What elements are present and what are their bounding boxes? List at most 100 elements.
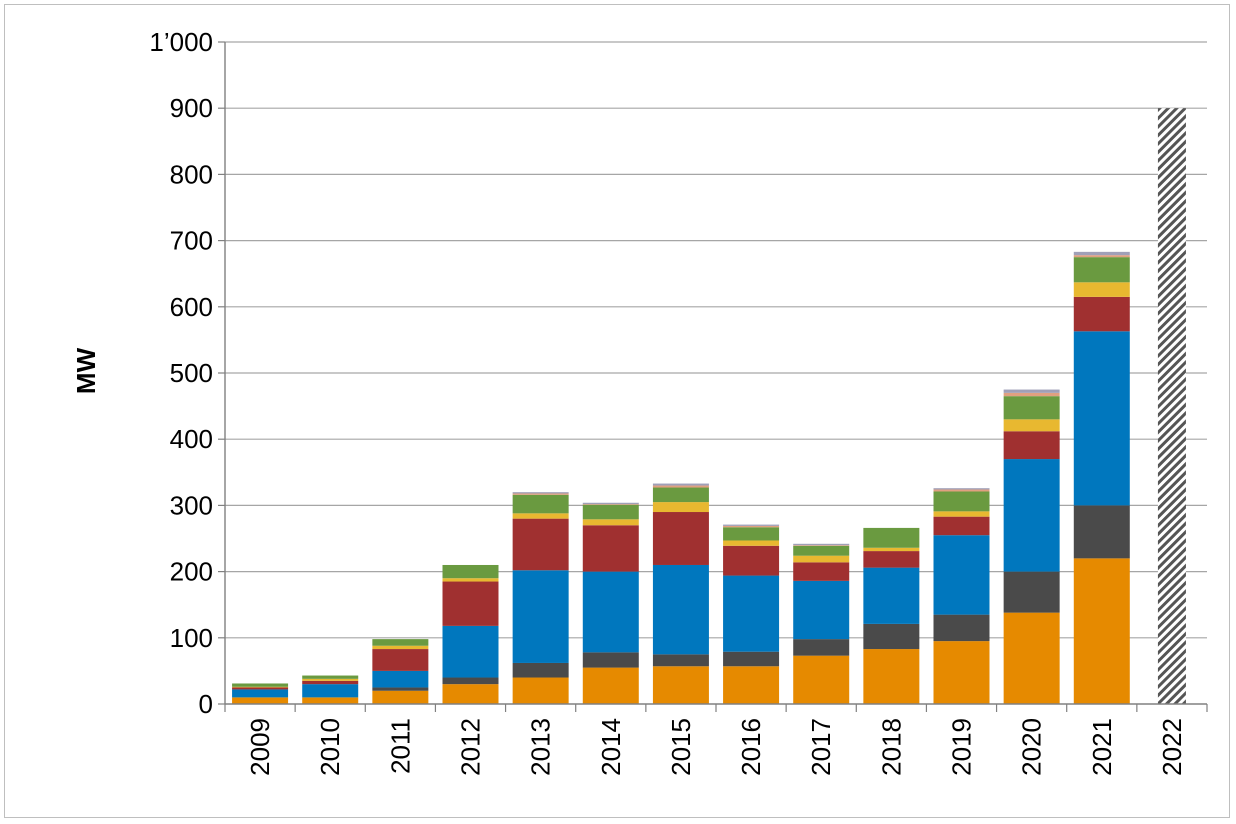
bar-segment xyxy=(933,489,990,492)
bar-segment xyxy=(372,687,429,691)
bar-segment xyxy=(372,639,429,646)
forecast-bar xyxy=(1157,108,1186,704)
x-tick-label: 2022 xyxy=(1157,718,1187,776)
bar-segment xyxy=(512,570,569,663)
bar-segment xyxy=(652,483,709,486)
bar-segment xyxy=(442,581,499,626)
bar-segment xyxy=(652,512,709,565)
bar-segment xyxy=(232,697,289,704)
x-tick-label: 2011 xyxy=(385,718,415,774)
bar-segment xyxy=(652,564,709,655)
bar-segment xyxy=(1003,431,1060,460)
bar-segment xyxy=(372,690,429,704)
x-tick-label: 2020 xyxy=(1017,718,1047,776)
bar-segment xyxy=(232,689,289,698)
bar-segment xyxy=(442,578,499,582)
bar-segment xyxy=(1073,331,1130,506)
bar-segment xyxy=(302,697,359,704)
bar-segment xyxy=(1073,505,1130,559)
bar-segment xyxy=(933,641,990,704)
bar-segment xyxy=(442,625,499,678)
x-tick-label: 2018 xyxy=(876,718,906,776)
bar-segment xyxy=(512,493,569,495)
bar-segment xyxy=(723,575,780,652)
x-tick-label: 2014 xyxy=(596,718,626,776)
bar-segment xyxy=(933,516,990,536)
bar-segment xyxy=(1073,558,1130,704)
bar-segment xyxy=(1073,251,1130,256)
bar-segment xyxy=(232,686,289,688)
bar-segment xyxy=(582,667,639,704)
bar-segment xyxy=(793,580,850,640)
bar-segment xyxy=(863,567,920,624)
y-axis-title: MW xyxy=(71,347,101,394)
bar-segment xyxy=(933,511,990,517)
y-tick-label: 900 xyxy=(170,93,213,123)
bar-segment xyxy=(723,527,780,541)
bar-segment xyxy=(512,492,569,494)
y-tick-label: 1’000 xyxy=(149,27,213,57)
bar-segment xyxy=(1003,459,1060,572)
bar-segment xyxy=(232,683,289,687)
bar-segment xyxy=(933,535,990,615)
bar-segment xyxy=(1003,612,1060,704)
bar-segment xyxy=(933,488,990,490)
bar-segment xyxy=(793,555,850,563)
x-tick-label: 2010 xyxy=(315,718,345,776)
bar-segment xyxy=(652,666,709,704)
y-tick-label: 400 xyxy=(170,424,213,454)
bar-segment xyxy=(302,680,359,685)
bar-segment xyxy=(302,678,359,681)
x-tick-label: 2013 xyxy=(526,718,556,776)
bar-segment xyxy=(442,564,499,579)
bar-segment xyxy=(863,527,920,548)
bar-segment xyxy=(933,614,990,642)
bar-segment xyxy=(1003,389,1060,393)
bar-segment xyxy=(652,485,709,488)
bar-segment xyxy=(933,491,990,512)
y-tick-label: 300 xyxy=(170,490,213,520)
y-tick-label: 0 xyxy=(199,689,213,719)
bar-segment xyxy=(582,519,639,526)
bar-segment xyxy=(582,652,639,668)
bar-segment xyxy=(793,655,850,704)
y-tick-label: 600 xyxy=(170,292,213,322)
chart-frame: 0 100 200 300 400 500 600 700 800 900 1’000 2009 201… xyxy=(4,4,1230,818)
bar-segment xyxy=(442,684,499,704)
bar-segment xyxy=(582,504,639,520)
bar-segment xyxy=(1003,392,1060,397)
y-tick-label: 700 xyxy=(170,226,213,256)
bar-segment xyxy=(372,645,429,650)
x-tick-label: 2012 xyxy=(456,718,486,776)
bar-segment xyxy=(1003,571,1060,613)
y-tick-label: 800 xyxy=(170,159,213,189)
bar-segment xyxy=(863,551,920,568)
bar-segment xyxy=(582,504,639,505)
bar-segment xyxy=(652,487,709,503)
bar-segment xyxy=(302,684,359,698)
axes: 0 100 200 300 400 500 600 700 800 900 1’000 2009 201… xyxy=(149,27,1208,776)
x-tick-label: 2019 xyxy=(947,718,977,776)
x-tick-label: 2021 xyxy=(1087,718,1117,776)
bar-segment xyxy=(582,502,639,505)
bar-segment xyxy=(582,571,639,653)
y-tick-label: 200 xyxy=(170,557,213,587)
bar-segment xyxy=(793,543,850,546)
bar-segment xyxy=(793,562,850,581)
bars xyxy=(232,108,1186,704)
bar-segment xyxy=(442,677,499,685)
x-tick-label: 2015 xyxy=(666,718,696,776)
stacked-bar-chart: 0 100 200 300 400 500 600 700 800 900 1’000 2009 201… xyxy=(71,27,1208,776)
y-tick-label: 500 xyxy=(170,358,213,388)
bar-segment xyxy=(863,649,920,704)
bar-segment xyxy=(793,545,850,546)
bar-segment xyxy=(863,547,920,552)
bar-segment xyxy=(232,687,289,690)
bar-segment xyxy=(1073,255,1130,258)
bar-segment xyxy=(1073,296,1130,332)
y-tick-label: 100 xyxy=(170,623,213,653)
bar-segment xyxy=(1003,396,1060,420)
bar-segment xyxy=(512,677,569,704)
bar-segment xyxy=(582,525,639,572)
bar-segment xyxy=(512,518,569,571)
